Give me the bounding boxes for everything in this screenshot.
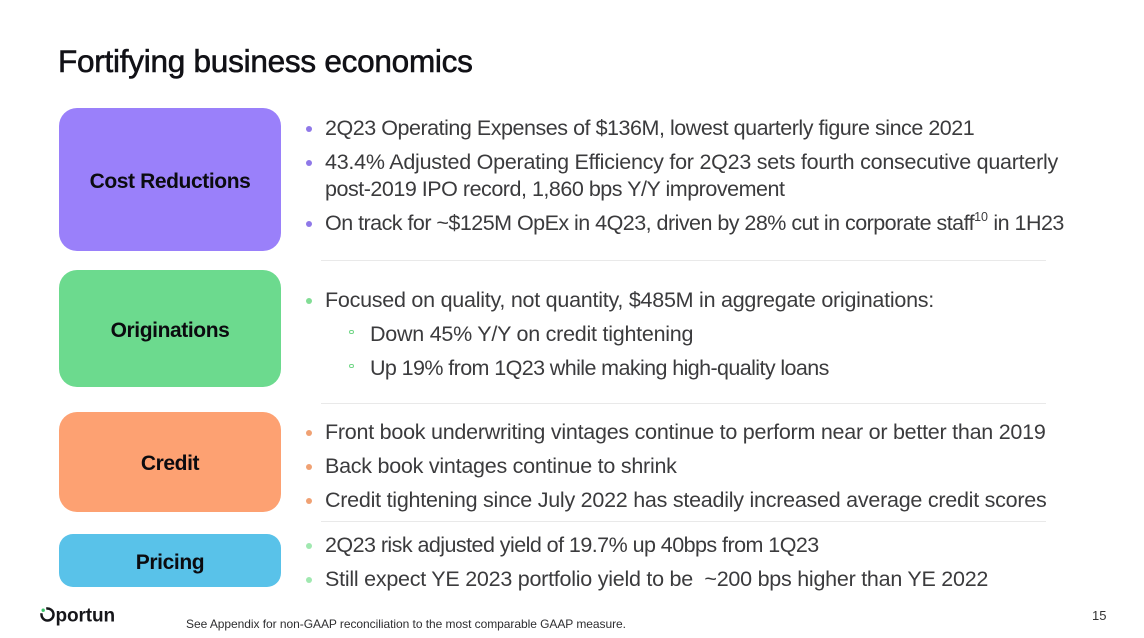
svg-text:portun: portun <box>56 605 116 626</box>
